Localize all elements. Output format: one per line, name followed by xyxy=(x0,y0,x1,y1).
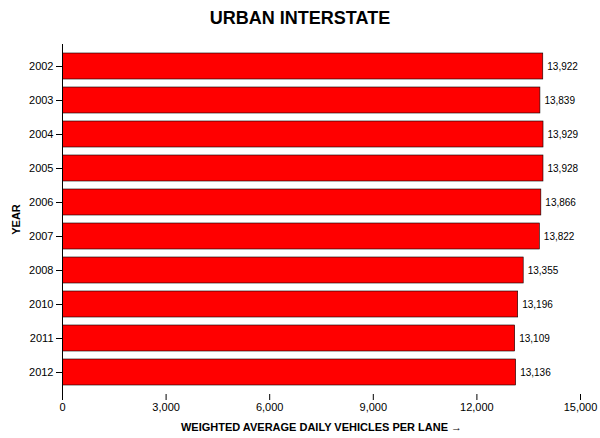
svg-text:YEAR: YEAR xyxy=(10,204,22,235)
svg-text:13,866: 13,866 xyxy=(545,197,576,208)
svg-text:9,000: 9,000 xyxy=(360,401,388,413)
svg-text:2010: 2010 xyxy=(29,298,53,310)
svg-text:13,355: 13,355 xyxy=(528,265,559,276)
svg-text:2002: 2002 xyxy=(29,60,53,72)
svg-text:2012: 2012 xyxy=(29,366,53,378)
svg-text:13,929: 13,929 xyxy=(548,129,579,140)
svg-text:13,196: 13,196 xyxy=(522,299,553,310)
svg-text:13,109: 13,109 xyxy=(519,333,550,344)
svg-text:2005: 2005 xyxy=(29,162,53,174)
svg-text:2004: 2004 xyxy=(29,128,53,140)
svg-text:13,839: 13,839 xyxy=(544,95,575,106)
svg-text:6,000: 6,000 xyxy=(256,401,284,413)
svg-text:2008: 2008 xyxy=(29,264,53,276)
svg-text:2011: 2011 xyxy=(30,332,54,344)
svg-text:2006: 2006 xyxy=(29,196,53,208)
svg-text:0: 0 xyxy=(59,401,65,413)
svg-text:13,922: 13,922 xyxy=(547,61,578,72)
svg-text:13,928: 13,928 xyxy=(547,163,578,174)
svg-text:12,000: 12,000 xyxy=(460,401,494,413)
svg-text:2003: 2003 xyxy=(29,94,53,106)
svg-text:WEIGHTED AVERAGE DAILY VEHICLE: WEIGHTED AVERAGE DAILY VEHICLES PER LANE… xyxy=(181,421,462,433)
svg-text:15,000: 15,000 xyxy=(564,401,598,413)
svg-text:3,000: 3,000 xyxy=(152,401,180,413)
svg-text:2007: 2007 xyxy=(29,230,53,242)
svg-text:13,822: 13,822 xyxy=(544,231,575,242)
svg-text:13,136: 13,136 xyxy=(520,367,551,378)
html-text:URBAN INTERSTATE: URBAN INTERSTATE xyxy=(209,8,391,28)
